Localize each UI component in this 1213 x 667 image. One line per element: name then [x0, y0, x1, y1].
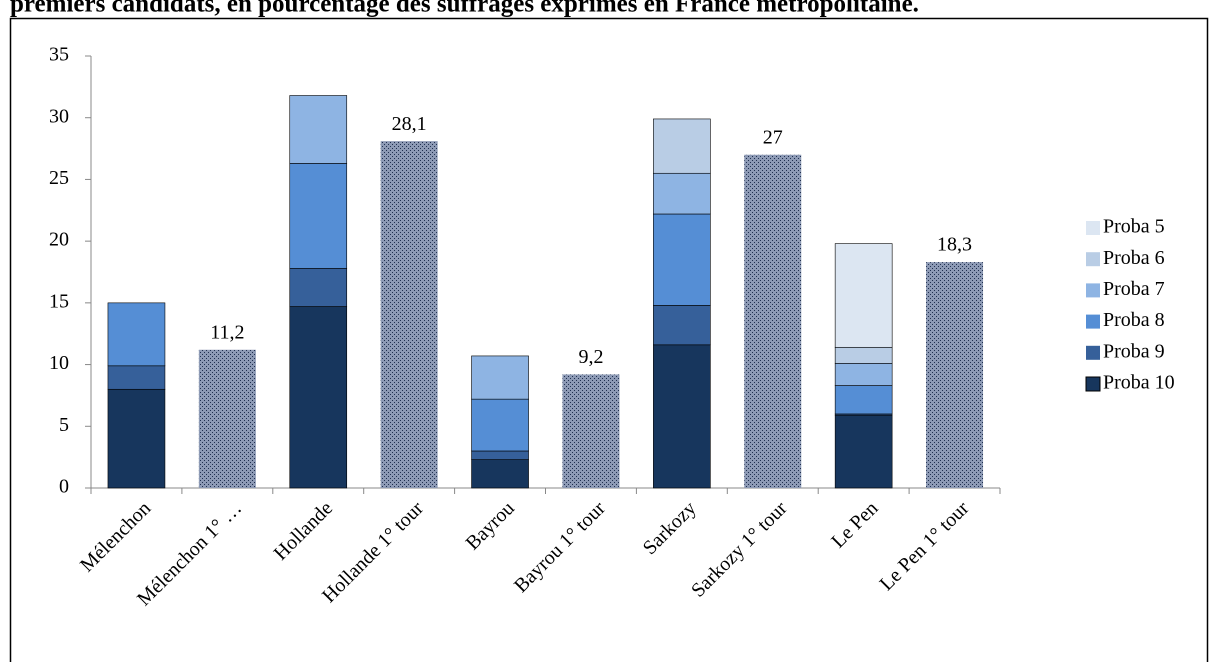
- bar-segment: [834, 414, 893, 489]
- bar-segment: [289, 163, 348, 269]
- bar-segment: [198, 349, 256, 488]
- y-tick-label: 10: [49, 352, 69, 374]
- x-tick-label: Bayrou 1° tour: [510, 497, 610, 597]
- bar-segment: [289, 95, 348, 164]
- legend-swatch: [1086, 221, 1100, 235]
- bar-segment: [289, 267, 348, 307]
- chart-border: [9, 17, 1209, 667]
- y-tick-label: 15: [49, 290, 69, 312]
- x-tick-label: Le Pen: [827, 497, 882, 552]
- bar-segment: [471, 450, 529, 460]
- bar-segment: [653, 305, 711, 346]
- x-tick-label: Sarkozy 1° tour: [687, 497, 792, 602]
- y-tick-label: 5: [59, 414, 69, 436]
- bar-segment: [834, 363, 893, 386]
- legend-label: Proba 6: [1103, 247, 1165, 269]
- bar-segment: [653, 213, 711, 306]
- data-label: 11,2: [210, 321, 244, 343]
- bar-segment: [471, 459, 529, 489]
- y-tick-label: 35: [49, 44, 69, 66]
- bar-segment: [289, 306, 348, 489]
- bar-segment: [653, 118, 711, 174]
- bar-segment: [471, 398, 529, 452]
- x-tick-label: Hollande: [270, 497, 337, 564]
- legend-label: Proba 5: [1103, 216, 1165, 238]
- bar-segment: [380, 141, 438, 488]
- x-tick-label: Le Pen 1° tour: [876, 497, 974, 595]
- bar-segment: [107, 365, 166, 390]
- legend-label: Proba 9: [1103, 340, 1165, 362]
- legend-swatch: [1086, 252, 1100, 267]
- bar-segment: [834, 385, 893, 415]
- bar-segment: [562, 374, 620, 488]
- data-label: 28,1: [392, 113, 427, 135]
- legend-swatch: [1086, 345, 1100, 360]
- x-tick-label: Sarkozy: [639, 497, 701, 559]
- y-tick-label: 25: [49, 167, 69, 189]
- bar-segment: [653, 172, 711, 215]
- bar-segment: [471, 355, 529, 400]
- legend-label: Proba 8: [1103, 309, 1165, 331]
- bar-segment: [834, 346, 893, 364]
- data-label: 9,2: [578, 346, 603, 368]
- legend-label: Proba 10: [1103, 372, 1175, 394]
- bar-segment: [107, 388, 166, 489]
- data-label: 18,3: [937, 234, 972, 256]
- bar-segment: [834, 243, 893, 348]
- y-tick-label: 30: [49, 105, 69, 127]
- bar-segment: [653, 344, 711, 489]
- legend-swatch: [1086, 283, 1100, 298]
- bar-segment: [107, 302, 166, 367]
- y-tick-label: 20: [49, 229, 69, 251]
- bar-segment: [926, 262, 984, 488]
- x-tick-label: Mélenchon: [76, 497, 155, 576]
- bar-segment: [744, 154, 802, 488]
- chart-title: premiers candidats, en pourcentage des s…: [10, 0, 919, 18]
- x-tick-label: Bayrou: [462, 497, 519, 554]
- legend-swatch: [1086, 314, 1100, 329]
- y-tick-label: 0: [59, 476, 69, 498]
- legend-swatch: [1085, 376, 1101, 392]
- legend-label: Proba 7: [1103, 278, 1165, 300]
- data-label: 27: [763, 126, 783, 148]
